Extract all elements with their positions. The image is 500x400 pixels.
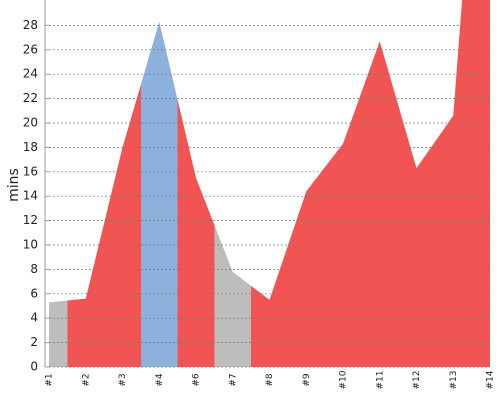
y-tick-label: 10 bbox=[23, 238, 38, 252]
x-tick-label: #13 bbox=[449, 371, 459, 390]
x-tick-label: #9 bbox=[302, 373, 312, 387]
x-tick-label: #14 bbox=[486, 370, 496, 389]
x-tick-label: #8 bbox=[265, 373, 275, 387]
y-tick-label: 12 bbox=[23, 213, 38, 227]
x-tick-label: #12 bbox=[412, 371, 422, 390]
y-tick-label: 4 bbox=[30, 311, 38, 325]
x-tick-label: #6 bbox=[192, 373, 202, 387]
x-tick-label: #1 bbox=[45, 373, 55, 386]
x-tick-label: #10 bbox=[339, 370, 349, 389]
y-tick-label: 24 bbox=[23, 67, 38, 81]
y-tick-label: 28 bbox=[23, 18, 38, 32]
y-tick-label: 16 bbox=[23, 164, 38, 178]
y-tick-label: 26 bbox=[23, 42, 38, 56]
y-tick-label: 22 bbox=[23, 91, 38, 105]
area bbox=[49, 0, 490, 367]
y-axis-label: mins bbox=[6, 168, 22, 202]
x-tick-label: #4 bbox=[155, 373, 165, 387]
y-tick-label: 2 bbox=[30, 335, 38, 349]
x-tick-label: #7 bbox=[228, 373, 238, 386]
y-tick-label: 0 bbox=[30, 360, 38, 374]
y-tick-label: 6 bbox=[30, 286, 38, 300]
x-tick-label: #11 bbox=[375, 371, 385, 390]
y-tick-label: 8 bbox=[30, 262, 38, 276]
x-tick-label: #2 bbox=[81, 373, 91, 386]
y-tick-label: 20 bbox=[23, 116, 38, 130]
y-tick-label: 14 bbox=[23, 189, 38, 203]
y-tick-label: 18 bbox=[23, 140, 38, 154]
x-tick-label: #3 bbox=[118, 373, 128, 386]
